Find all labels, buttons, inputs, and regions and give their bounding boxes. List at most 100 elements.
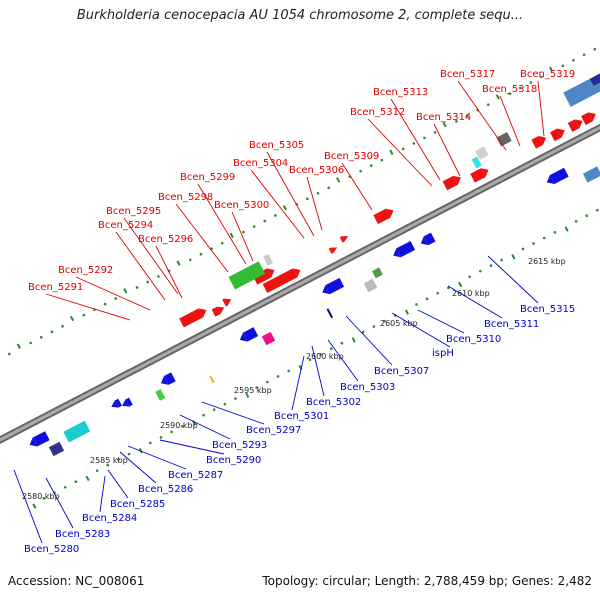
gene-lower — [322, 277, 345, 295]
scale-dot — [540, 75, 543, 79]
gene-body — [263, 254, 274, 266]
gene-body — [242, 327, 259, 342]
scale-dot — [106, 463, 110, 467]
upper-leader — [266, 151, 315, 237]
gene-label-upper: Bcen_5317 — [440, 69, 495, 80]
gene-upper — [328, 247, 338, 254]
gene-label-upper: Bcen_5298 — [158, 192, 213, 203]
lower-leader — [127, 445, 187, 470]
scale-dot — [308, 358, 312, 362]
gene-body — [261, 331, 276, 346]
lower-leader — [201, 401, 265, 425]
kbp-label: 2615 kbp — [528, 257, 566, 266]
scale-dot — [532, 242, 535, 245]
scale-tick — [548, 66, 554, 72]
scale-dot — [8, 352, 11, 356]
gene-label-upper: Bcen_5314 — [416, 112, 471, 123]
gene-body — [326, 308, 334, 319]
gene-arrowhead — [393, 248, 401, 258]
scale-dot — [149, 441, 152, 445]
scale-dot — [508, 92, 511, 95]
gene-arrowhead — [538, 136, 547, 145]
scale-tick — [511, 254, 516, 260]
gene-arrowhead — [574, 119, 583, 129]
gene-arrowhead — [111, 400, 119, 408]
gene-lower — [111, 398, 122, 408]
scale-dot — [103, 302, 107, 306]
backbone-highlight — [0, 125, 600, 442]
scale-dot — [199, 252, 203, 256]
gene-label-lower: Bcen_5290 — [206, 455, 261, 466]
gene-arrowhead — [160, 376, 169, 385]
gene-label-upper: Bcen_5304 — [233, 158, 288, 169]
scale-tick — [16, 343, 21, 349]
gene-label-upper: Bcen_5296 — [138, 234, 193, 245]
kbp-label: 2590 kbp — [160, 421, 198, 430]
gene-body — [582, 166, 600, 183]
gene-upper — [339, 236, 349, 243]
gene-lower — [121, 397, 133, 407]
gene-body — [581, 112, 593, 125]
scale-dot — [255, 386, 259, 389]
lower-leader — [13, 469, 43, 544]
gene-label-lower: Bcen_5280 — [24, 544, 79, 555]
scale-tick — [229, 232, 234, 239]
gene-body — [563, 53, 600, 107]
scale-dot — [521, 247, 525, 251]
scale-dot — [212, 408, 216, 411]
gene-body — [222, 298, 228, 307]
gene-lower — [209, 375, 215, 384]
lower-leader — [179, 414, 231, 440]
gene-lower — [160, 372, 176, 385]
upper-leader — [231, 211, 254, 262]
gene-label-upper: Bcen_5319 — [520, 69, 575, 80]
gene-body — [252, 268, 272, 285]
gene-upper — [589, 63, 600, 86]
gene-label-lower: Bcen_5285 — [110, 499, 165, 510]
scale-dot — [316, 191, 320, 195]
gene-body — [423, 232, 436, 246]
gene-lower — [261, 331, 276, 346]
kbp-label: 2585 kbp — [90, 456, 128, 465]
accession-text: Accession: NC_008061 — [8, 574, 145, 588]
gene-upper — [567, 119, 583, 132]
scale-dot — [180, 424, 184, 428]
gene-body — [179, 308, 204, 328]
scale-dot — [242, 230, 245, 234]
gene-arrowhead — [198, 308, 207, 318]
lower-leader — [311, 345, 325, 397]
gene-body — [373, 208, 391, 225]
scale-dot — [306, 197, 309, 201]
scale-tick — [32, 503, 37, 509]
scale-dot — [487, 103, 490, 106]
gene-body — [475, 146, 489, 160]
upper-leader — [367, 118, 433, 187]
gene-arrowhead — [330, 247, 338, 253]
gene-body — [155, 389, 166, 401]
gene-body — [339, 236, 345, 243]
scale-dot — [585, 214, 589, 218]
gene-label-upper: Bcen_5295 — [106, 206, 161, 217]
scale-tick — [351, 337, 356, 343]
scale-dot — [329, 347, 333, 351]
lower-leader — [487, 255, 539, 304]
gene-body — [48, 441, 65, 457]
gene-label-lower: Bcen_5286 — [138, 484, 193, 495]
gene-label-upper: Bcen_5294 — [98, 220, 153, 231]
gene-body — [32, 431, 50, 447]
scale-dot — [135, 286, 139, 289]
gene-body — [363, 278, 378, 293]
kbp-label: 2580 kbp — [22, 492, 60, 501]
gene-body — [164, 372, 176, 385]
upper-leader — [499, 95, 521, 147]
gene-label-upper: Bcen_5313 — [373, 87, 428, 98]
lower-leader — [447, 285, 503, 319]
gene-label-upper: Bcen_5305 — [249, 140, 304, 151]
gene-lower — [63, 420, 91, 443]
gene-arrowhead — [385, 208, 394, 218]
gene-lower — [372, 267, 383, 279]
gene-upper — [211, 306, 225, 317]
scale-tick — [245, 392, 250, 398]
scale-tick — [442, 121, 447, 128]
